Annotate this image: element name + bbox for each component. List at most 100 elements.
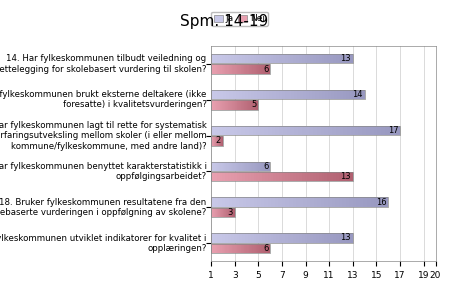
Bar — [279, 90, 282, 99]
Bar — [254, 65, 255, 74]
Bar — [306, 126, 309, 135]
Bar — [256, 172, 259, 181]
Bar — [228, 172, 231, 181]
Bar — [257, 197, 261, 207]
Bar — [289, 197, 293, 207]
Bar — [223, 162, 224, 171]
Bar — [222, 244, 223, 253]
Bar — [265, 65, 267, 74]
Bar — [239, 162, 241, 171]
Bar — [264, 126, 268, 135]
Text: 6: 6 — [263, 65, 269, 73]
Bar — [347, 126, 351, 135]
Bar — [349, 90, 352, 99]
Bar — [257, 244, 258, 253]
Bar — [291, 172, 293, 181]
Bar — [357, 197, 360, 207]
Text: 16: 16 — [376, 198, 387, 207]
Bar — [273, 233, 276, 243]
Bar — [328, 197, 331, 207]
Bar — [374, 126, 378, 135]
Bar — [288, 172, 291, 181]
Bar — [261, 244, 262, 253]
Bar — [246, 100, 247, 110]
Bar — [219, 100, 220, 110]
Bar — [276, 90, 279, 99]
Bar — [363, 197, 367, 207]
Bar — [249, 126, 253, 135]
Bar — [259, 172, 262, 181]
Bar — [224, 65, 225, 74]
Bar — [250, 244, 251, 253]
Bar — [336, 233, 339, 243]
Bar — [217, 65, 218, 74]
Bar — [225, 172, 228, 181]
Bar — [231, 233, 234, 243]
Bar — [220, 162, 222, 171]
Bar — [221, 100, 222, 110]
Bar — [224, 162, 225, 171]
Bar — [215, 100, 216, 110]
Bar — [366, 126, 370, 135]
Bar — [358, 90, 361, 99]
Bar — [216, 162, 217, 171]
Bar — [273, 90, 276, 99]
Bar — [225, 233, 228, 243]
Legend: Ja, Nei: Ja, Nei — [211, 12, 268, 26]
Bar — [222, 162, 223, 171]
Bar — [248, 172, 251, 181]
Bar — [223, 208, 224, 217]
Text: Spm. 14-19: Spm. 14-19 — [180, 14, 269, 29]
Bar — [229, 90, 233, 99]
Bar — [327, 172, 330, 181]
Bar — [271, 233, 273, 243]
Bar — [245, 100, 246, 110]
Bar — [330, 233, 333, 243]
Text: 17: 17 — [387, 126, 398, 135]
Bar — [381, 197, 385, 207]
Bar — [218, 100, 219, 110]
Bar — [234, 233, 237, 243]
Bar — [339, 197, 342, 207]
Bar — [358, 126, 362, 135]
Bar — [241, 65, 242, 74]
Bar — [279, 172, 282, 181]
Bar — [211, 233, 214, 243]
Bar — [291, 90, 294, 99]
Bar — [211, 65, 270, 74]
Bar — [282, 172, 285, 181]
Bar — [344, 233, 347, 243]
Bar — [255, 65, 256, 74]
Bar — [236, 65, 237, 74]
Bar — [264, 65, 265, 74]
Bar — [224, 100, 225, 110]
Bar — [293, 172, 296, 181]
Bar — [337, 90, 340, 99]
Bar — [245, 233, 248, 243]
Bar — [211, 197, 388, 207]
Bar — [211, 65, 212, 74]
Bar — [241, 100, 242, 110]
Bar — [302, 172, 304, 181]
Bar — [212, 162, 213, 171]
Bar — [251, 162, 252, 171]
Bar — [350, 233, 353, 243]
Bar — [247, 100, 248, 110]
Bar — [232, 197, 236, 207]
Bar — [285, 172, 288, 181]
Bar — [219, 244, 220, 253]
Bar — [255, 100, 256, 110]
Bar — [238, 244, 239, 253]
Bar — [217, 54, 220, 63]
Bar — [217, 172, 220, 181]
Bar — [260, 65, 261, 74]
Bar — [296, 197, 299, 207]
Bar — [327, 233, 330, 243]
Bar — [224, 244, 225, 253]
Bar — [255, 244, 256, 253]
Bar — [339, 233, 342, 243]
Bar — [230, 162, 231, 171]
Bar — [248, 54, 251, 63]
Bar — [245, 90, 248, 99]
Bar — [233, 90, 236, 99]
